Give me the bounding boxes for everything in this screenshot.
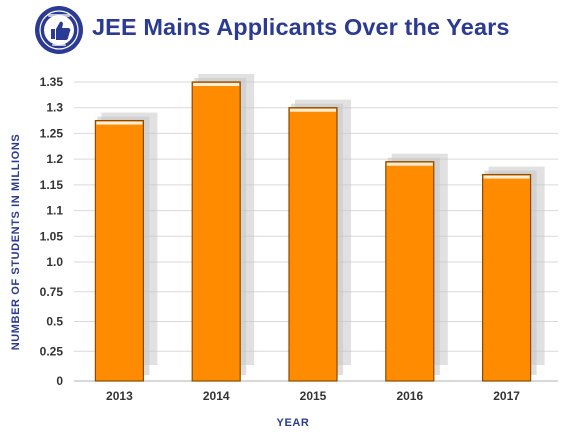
- chart-header: JEE Mains Applicants Over the Years: [0, 0, 572, 66]
- y-tick-label: 1.3: [46, 101, 63, 115]
- x-tick-label: 2014: [203, 389, 230, 403]
- x-tick-label: 2017: [493, 389, 520, 403]
- bar-2014: [191, 81, 241, 382]
- x-tick-label: 2013: [106, 389, 133, 403]
- chart-title: JEE Mains Applicants Over the Years: [92, 14, 510, 40]
- y-tick-label: 1.05: [40, 229, 64, 243]
- thumbs-up-badge-icon: [35, 6, 83, 54]
- y-axis-title: NUMBER OF STUDENTS IN MILLIONS: [10, 134, 22, 351]
- bars: [94, 81, 532, 382]
- x-axis-title: YEAR: [277, 417, 310, 429]
- bar-highlight: [193, 83, 240, 86]
- bar-2015: [288, 107, 338, 382]
- y-tick-label: 0: [56, 374, 63, 388]
- y-tick-label: 1.15: [40, 178, 64, 192]
- bar-2013: [94, 119, 145, 382]
- bar-2017: [482, 173, 532, 382]
- y-tick-label: 0.75: [40, 285, 64, 299]
- y-axis-ticks: 0 0.25 0.5 0.75 1.0 1.05 1.1 1.15 1.2 1.25 1.3 1.35: [40, 75, 64, 388]
- bar-highlight: [483, 175, 530, 179]
- bar-highlight: [96, 121, 143, 125]
- x-tick-label: 2015: [300, 389, 327, 403]
- x-tick-label: 2016: [396, 389, 423, 403]
- y-tick-label: 1.1: [46, 204, 63, 218]
- x-axis-ticks: 2013 2014 2015 2016 2017: [106, 389, 520, 403]
- y-tick-label: 1.2: [46, 152, 63, 166]
- y-tick-label: 1.35: [40, 75, 64, 89]
- bar-highlight: [386, 162, 433, 166]
- bar-highlight: [290, 108, 336, 112]
- y-tick-label: 0.5: [46, 315, 63, 329]
- y-tick-label: 1.0: [46, 255, 63, 269]
- y-tick-label: 0.25: [40, 344, 64, 358]
- bar-2016: [385, 161, 435, 382]
- y-tick-label: 1.25: [40, 126, 64, 140]
